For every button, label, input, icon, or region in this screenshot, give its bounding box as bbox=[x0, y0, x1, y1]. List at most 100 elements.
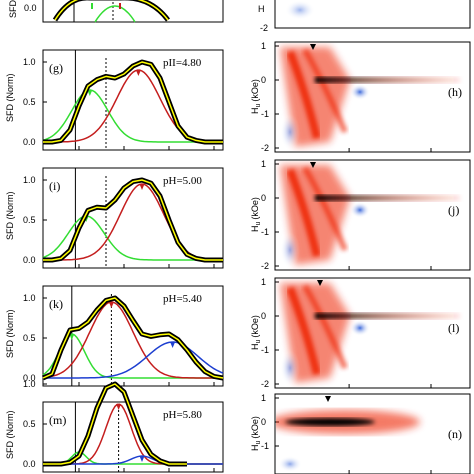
map-blue-blob bbox=[350, 202, 370, 218]
panel-row-m: 1.0 0.5 0.0 SFD (Norm) (m) pH=5.80 1 0 -1Hu(kOe)… bbox=[5, 379, 471, 474]
component-green-top bbox=[94, 5, 136, 23]
component-red-curve bbox=[42, 301, 223, 379]
map-content bbox=[276, 410, 420, 472]
arrow-red bbox=[116, 404, 122, 410]
component-green-curve bbox=[42, 89, 223, 143]
map-red-branch bbox=[286, 168, 321, 257]
map-blue-blob bbox=[285, 0, 315, 20]
map-y-tick-label: 1 bbox=[261, 393, 266, 403]
y-tick-label: 0.5 bbox=[23, 419, 36, 429]
left-ylabel-top: SFD bbox=[8, 0, 18, 18]
data-curve-top bbox=[52, 0, 170, 22]
panel-row-top-partial: 0.0 SFD -2 H bbox=[8, 0, 471, 33]
y-tick-label: 1.0 bbox=[23, 57, 36, 67]
map-y-tick-label: 0 bbox=[261, 193, 266, 203]
panel-label-left: (k) bbox=[49, 297, 63, 311]
arrow-blue bbox=[170, 342, 176, 348]
map-marker-triangle bbox=[317, 280, 323, 286]
left-ylabel: SFD (Norm) bbox=[5, 192, 15, 241]
map-content bbox=[280, 283, 460, 386]
arrow-red bbox=[108, 302, 114, 308]
fit-curve bbox=[43, 61, 223, 143]
map-marker-triangle bbox=[325, 396, 331, 402]
map-y-tick-label: -1 bbox=[261, 109, 269, 119]
component-green-curve bbox=[42, 215, 223, 261]
fit-curve bbox=[43, 383, 187, 465]
left-ylabel: SFD (Norm) bbox=[5, 74, 15, 123]
arrow-blue bbox=[139, 456, 145, 462]
tick-label: -2 bbox=[260, 23, 268, 33]
right-ylabel: Hu(kOe) bbox=[250, 197, 262, 232]
map-red-branch bbox=[302, 166, 348, 252]
map-red-branch bbox=[302, 284, 348, 370]
map-blue-blob bbox=[278, 456, 302, 472]
map-blue-blob bbox=[350, 84, 370, 100]
right-map-frame-top bbox=[274, 0, 471, 29]
map-y-tick-label: 1 bbox=[261, 41, 266, 51]
right-map-frame bbox=[274, 393, 471, 474]
map-y-tick-label: -1 bbox=[261, 441, 269, 451]
panel-row-g: 1.0 0.5 0.0 SFD (Norm) (g) pII=4.80 1 0 -1 -2 Hu(k… bbox=[5, 41, 471, 153]
map-y-tick-label: -2 bbox=[261, 143, 269, 153]
fit-curve-top bbox=[54, 0, 169, 21]
map-black-ridge bbox=[315, 77, 460, 83]
right-ylabel: Hu(kOe) bbox=[250, 416, 262, 451]
panel-label-right: (l) bbox=[448, 321, 459, 335]
fit-curve bbox=[42, 297, 224, 379]
left-ylabel: SFD (Norm) bbox=[5, 310, 15, 359]
right-ylabel: Hu(kOe) bbox=[250, 79, 262, 114]
ph-label: pII=4.80 bbox=[163, 57, 202, 69]
map-content bbox=[280, 47, 460, 150]
component-green-curve bbox=[42, 333, 223, 379]
y-tick-label: 1.0 bbox=[23, 175, 36, 185]
ph-label: pH=5.80 bbox=[163, 409, 202, 421]
y-tick-label: 0.0 bbox=[23, 373, 36, 383]
panel-label-left: (i) bbox=[49, 179, 60, 193]
arrow-green bbox=[69, 334, 75, 340]
left-ylabel: SFD (Norm) bbox=[5, 411, 15, 460]
map-blue-blob bbox=[280, 114, 300, 150]
map-marker-triangle bbox=[310, 44, 316, 50]
panel-rows: 1.0 0.5 0.0 SFD (Norm) (g) pII=4.80 1 0 -1 -2 Hu(k… bbox=[5, 41, 471, 474]
panel-row-k: 1.0 0.5 0.0 SFD (Norm) (k) pH=5.40 1 0 -1 -2 Hu(kO… bbox=[5, 277, 471, 389]
map-red-branch bbox=[302, 48, 348, 134]
map-blue-blob bbox=[280, 232, 300, 268]
ph-label: pH=5.00 bbox=[163, 175, 202, 187]
map-blue-blob bbox=[280, 350, 300, 386]
map-y-tick-label: -1 bbox=[261, 345, 269, 355]
map-black-ridge bbox=[315, 313, 460, 319]
left-plot-frame bbox=[42, 285, 224, 387]
left-plot-frame bbox=[42, 167, 224, 269]
data-curve bbox=[43, 177, 223, 263]
panel-label-right: (h) bbox=[448, 85, 462, 99]
map-red-branch bbox=[286, 286, 321, 375]
arrow-red bbox=[139, 184, 145, 190]
component-blue-curve bbox=[43, 455, 223, 465]
left-plot-frame bbox=[42, 401, 224, 473]
y-tick-label: 0.0 bbox=[23, 255, 36, 265]
map-y-tick-label: 1 bbox=[261, 159, 266, 169]
right-ylabel-top: H bbox=[258, 4, 265, 14]
map-marker-triangle bbox=[310, 162, 316, 168]
y-tick-label: 0.5 bbox=[23, 333, 36, 343]
ph-label: pH=5.40 bbox=[163, 293, 202, 305]
map-y-tick-label: 0 bbox=[261, 75, 266, 85]
left-plot-frame bbox=[42, 49, 224, 151]
arrow-red bbox=[135, 70, 141, 76]
y-tick-label: 0.5 bbox=[23, 97, 36, 107]
panel-label-right: (j) bbox=[448, 203, 459, 217]
map-y-tick-label: 0 bbox=[261, 311, 266, 321]
component-blue-curve bbox=[43, 341, 224, 379]
y-tick-label: 0.0 bbox=[23, 137, 36, 147]
y-tick-label: 1.0 bbox=[23, 293, 36, 303]
panel-label-right: (n) bbox=[448, 427, 462, 441]
map-y-tick-label: -2 bbox=[261, 379, 269, 389]
panel-label-left: (m) bbox=[49, 413, 66, 427]
map-red-branch bbox=[286, 50, 321, 139]
map-y-tick-label: 1 bbox=[261, 277, 266, 287]
right-ylabel: Hu(kOe) bbox=[250, 315, 262, 350]
left-plot-frame-top bbox=[42, 0, 224, 23]
arrow-green bbox=[87, 90, 93, 96]
map-black-ridge bbox=[285, 418, 375, 426]
